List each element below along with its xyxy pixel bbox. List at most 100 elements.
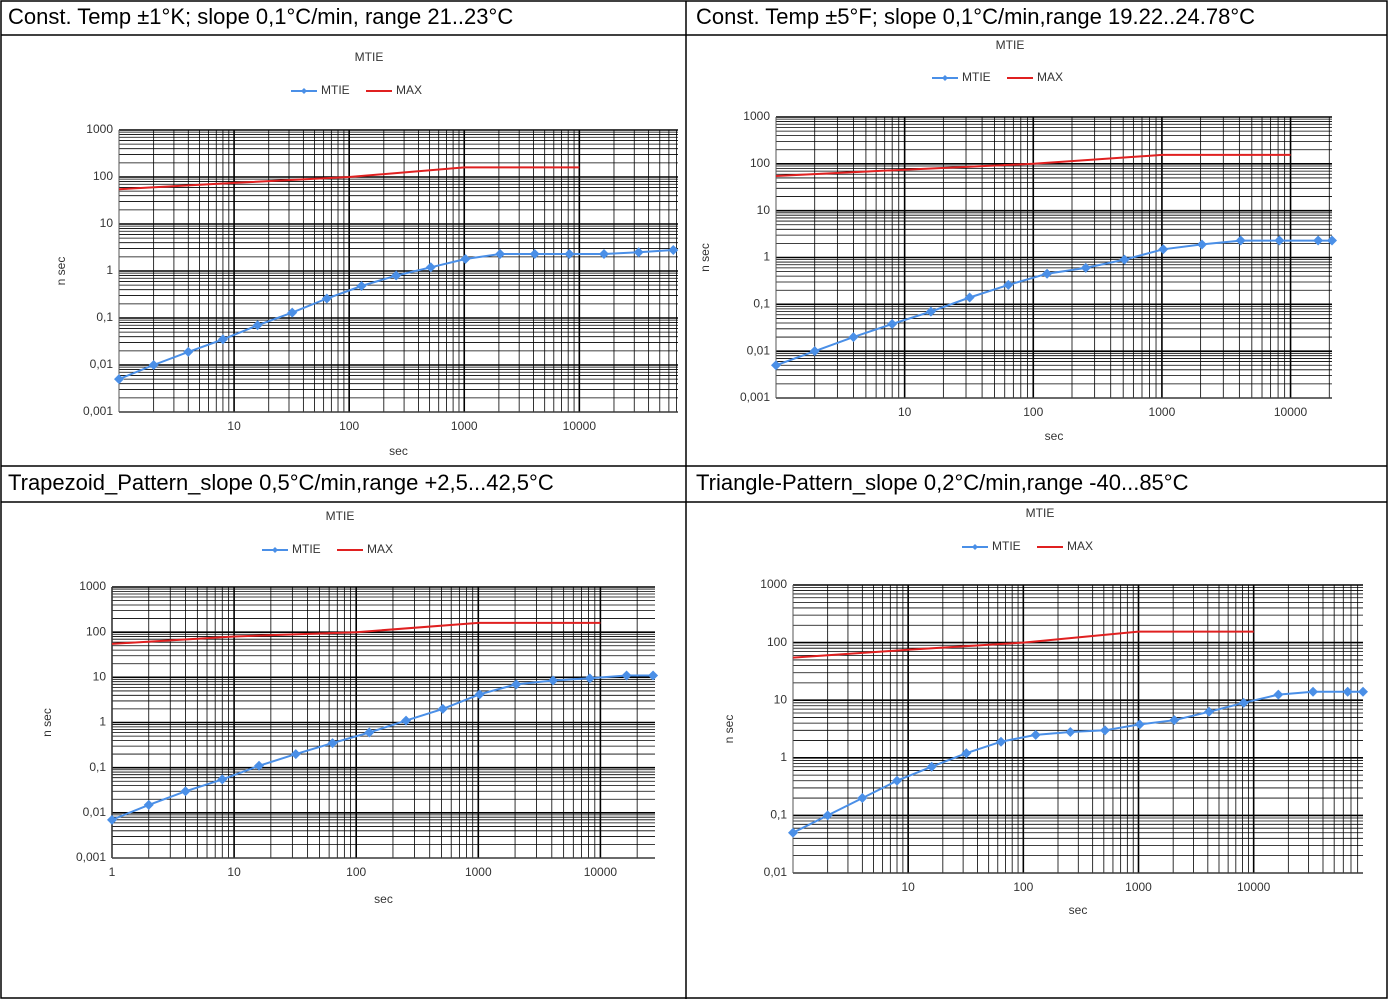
chart: MTIE MTIE MAX 0,01 0,1 1 10 100 1000 10 100 1000 100… [722, 506, 1368, 917]
legend-entry: MTIE [962, 539, 1021, 553]
data-point [996, 736, 1007, 747]
data-point [1273, 689, 1284, 700]
data-point [321, 293, 332, 304]
legend-marker [301, 88, 307, 94]
data-point [425, 262, 436, 273]
y-axis-label: n sec [40, 708, 54, 737]
cell-heading: Triangle-Pattern_slope 0,2°C/min,range -… [696, 470, 1189, 495]
data-point [1204, 706, 1215, 717]
y-tick-label: 0,1 [753, 297, 770, 311]
x-tick-label: 10 [227, 419, 241, 433]
y-tick-label: 0,1 [96, 310, 113, 324]
legend-label: MTIE [962, 70, 991, 84]
y-axis-label: n sec [54, 257, 68, 286]
cell-heading: Const. Temp ±1°K; slope 0,1°C/min, range… [8, 4, 513, 29]
y-tick-label: 0,01 [90, 357, 114, 371]
data-point [633, 247, 644, 258]
legend-label: MTIE [321, 83, 350, 97]
y-tick-label: 1000 [743, 109, 770, 123]
legend-marker [972, 544, 978, 550]
data-point [391, 270, 402, 281]
x-tick-label: 10000 [1274, 405, 1308, 419]
chart-title: MTIE [326, 509, 355, 523]
data-point [217, 334, 228, 345]
y-tick-label: 0,01 [747, 343, 771, 357]
data-point [327, 738, 338, 749]
data-point [511, 679, 522, 690]
y-tick-label: 10 [757, 203, 771, 217]
y-tick-label: 0,1 [89, 760, 106, 774]
data-point [143, 799, 154, 810]
x-axis-label: sec [374, 892, 393, 906]
data-point [1274, 235, 1285, 246]
series-line [118, 249, 674, 381]
y-tick-label: 1000 [79, 579, 106, 593]
data-point [1327, 235, 1337, 246]
data-point [148, 360, 159, 370]
y-tick-label: 0,001 [83, 404, 113, 418]
data-point [180, 786, 191, 797]
chart-title: MTIE [996, 38, 1025, 52]
data-point [788, 827, 798, 838]
data-point [599, 248, 610, 259]
data-point [252, 320, 263, 331]
chart: MTIE MTIE MAX 0,001 0,01 0,1 1 10 100 1000 1 10 100 1… [40, 509, 659, 906]
data-point [892, 775, 903, 786]
x-tick-label: 10 [898, 405, 912, 419]
data-point [1030, 729, 1041, 740]
y-tick-label: 0,01 [764, 865, 788, 879]
cell-heading: Const. Temp ±5°F; slope 0,1°C/min,range … [696, 4, 1255, 29]
data-point [1196, 239, 1207, 250]
data-point [822, 810, 833, 821]
data-point [887, 319, 898, 330]
data-point [584, 673, 595, 684]
data-point [287, 307, 298, 318]
y-tick-label: 1 [780, 750, 787, 764]
series-line [118, 166, 580, 191]
data-point [964, 292, 975, 303]
data-point [356, 280, 367, 291]
data-point [925, 306, 936, 317]
y-tick-label: 1 [99, 715, 106, 729]
x-tick-label: 10 [227, 865, 241, 879]
y-tick-label: 100 [750, 156, 770, 170]
data-point [114, 374, 124, 385]
data-point [648, 670, 659, 681]
legend-entry: MAX [366, 83, 422, 97]
x-tick-label: 10000 [584, 865, 618, 879]
y-tick-label: 0,01 [83, 805, 107, 819]
x-tick-label: 100 [1023, 405, 1043, 419]
data-point [961, 748, 972, 759]
data-point [1080, 262, 1091, 273]
data-point [254, 760, 265, 771]
data-point [1238, 697, 1249, 708]
data-point [495, 248, 506, 259]
y-tick-label: 1 [106, 263, 113, 277]
x-tick-label: 1000 [465, 865, 492, 879]
x-tick-label: 1000 [1125, 880, 1152, 894]
legend-entry: MAX [1007, 70, 1063, 84]
x-tick-label: 10000 [1237, 880, 1271, 894]
x-tick-label: 100 [1013, 880, 1033, 894]
data-point [1169, 715, 1180, 726]
x-tick-label: 1000 [1149, 405, 1176, 419]
y-axis-label: n sec [698, 243, 712, 272]
legend-entry: MAX [1037, 539, 1093, 553]
chart-title: MTIE [1026, 506, 1055, 520]
legend-label: MAX [396, 83, 422, 97]
data-point [1313, 235, 1324, 246]
legend-entry: MTIE [291, 83, 350, 97]
data-point [1003, 279, 1014, 290]
x-tick-label: 1000 [451, 419, 478, 433]
x-tick-label: 100 [346, 865, 366, 879]
chart: MTIE MTIE MAX 0,001 0,01 0,1 1 10 100 1000 10 100 10… [698, 38, 1337, 443]
y-tick-label: 10 [774, 692, 788, 706]
data-point [401, 715, 412, 726]
data-point [848, 332, 859, 343]
y-tick-label: 10 [100, 216, 114, 230]
y-tick-label: 10 [93, 670, 107, 684]
y-tick-label: 1 [763, 250, 770, 264]
